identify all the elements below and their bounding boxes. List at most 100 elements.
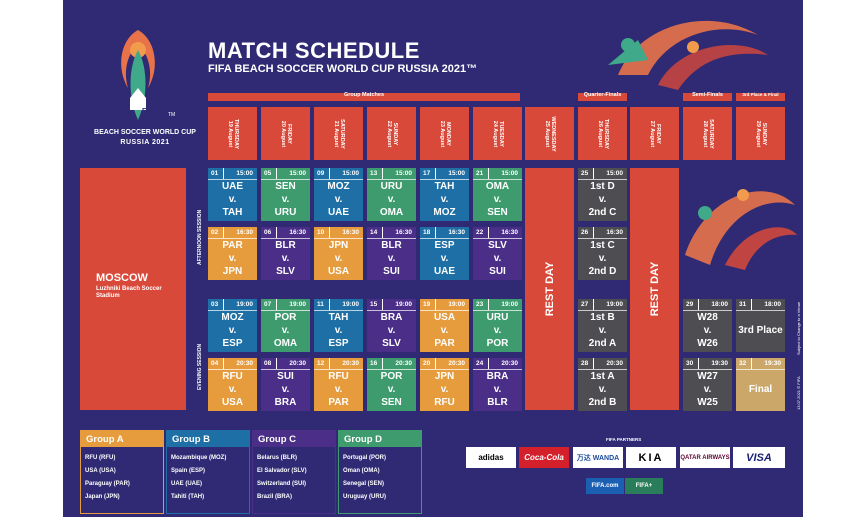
match-number: 24: [476, 360, 484, 367]
day-header-9: FRIDAY 27 August: [630, 107, 679, 160]
match-time: 20:30: [289, 360, 306, 367]
match-header-divider: [435, 358, 436, 369]
match-card-06: 06 16:30 BLR v. SLV: [261, 227, 310, 280]
match-number: 10: [317, 229, 325, 236]
match-time: 20:30: [395, 360, 412, 367]
match-teams: TAH v. MOZ: [420, 180, 469, 221]
match-card-22: 22 16:30 SLV v. SUI: [473, 227, 522, 280]
match-divider: [420, 238, 469, 239]
group-team: Paraguay (PAR): [85, 481, 130, 487]
match-divider: [261, 310, 310, 311]
match-away: URU: [274, 207, 297, 218]
match-header-divider: [751, 358, 752, 369]
match-number: 03: [211, 301, 219, 308]
match-card-24: 24 20:30 BRA v. BLR: [473, 358, 522, 411]
match-home: BRA: [486, 371, 509, 382]
match-divider: [578, 369, 627, 370]
match-card-15: 15 19:00 BRA v. SLV: [367, 299, 416, 352]
match-away: RFU: [434, 397, 455, 408]
match-vs: v.: [387, 325, 396, 336]
match-header-divider: [329, 227, 330, 238]
match-home: SUI: [277, 371, 294, 382]
match-away: MOZ: [433, 207, 456, 218]
match-home: JPN: [434, 371, 455, 382]
sponsor-visa: VISA: [733, 447, 785, 468]
match-vs: v.: [493, 253, 502, 264]
match-time: 16:30: [501, 229, 518, 236]
match-time: 15:00: [448, 170, 465, 177]
match-card-27: 27 19:00 1st B v. 2nd A: [578, 299, 627, 352]
match-teams: ESP v. UAE: [420, 239, 469, 280]
match-card-12: 12 20:30 RFU v. PAR: [314, 358, 363, 411]
match-vs: v.: [281, 194, 290, 205]
match-header: 06 16:30: [261, 227, 310, 238]
match-teams: 1st D v. 2nd C: [578, 180, 627, 221]
match-header-divider: [593, 168, 594, 179]
match-vs: v.: [228, 194, 237, 205]
match-vs: v.: [493, 325, 502, 336]
match-time: 18:00: [764, 301, 781, 308]
match-time: 19:00: [606, 301, 623, 308]
logo-fifa-mark: FIFA: [142, 108, 158, 115]
match-header: 27 19:00: [578, 299, 627, 310]
match-time: 15:00: [395, 170, 412, 177]
match-card-32: 32 19:30 Final: [736, 358, 785, 411]
match-home: 1st C: [590, 240, 615, 251]
match-header: 13 15:00: [367, 168, 416, 179]
match-teams: 1st A v. 2nd B: [578, 370, 627, 411]
match-header: 32 19:30: [736, 358, 785, 369]
match-home: MOZ: [221, 312, 244, 323]
match-header: 24 20:30: [473, 358, 522, 369]
match-home: RFU: [222, 371, 243, 382]
match-teams: RFU v. USA: [208, 370, 257, 411]
match-number: 29: [686, 301, 694, 308]
match-vs: v.: [598, 194, 607, 205]
match-teams: BRA v. BLR: [473, 370, 522, 411]
match-number: 14: [370, 229, 378, 236]
match-number: 01: [211, 170, 219, 177]
match-time: 15:00: [342, 170, 359, 177]
match-header: 17 15:00: [420, 168, 469, 179]
group-team: El Salvador (SLV): [257, 468, 307, 474]
match-home: BLR: [275, 240, 296, 251]
match-time: 20:30: [342, 360, 359, 367]
match-home: PAR: [222, 240, 243, 251]
match-header-divider: [223, 168, 224, 179]
group-body: Belarus (BLR) El Salvador (SLV) Switzerlan…: [253, 447, 335, 513]
match-number: 31: [739, 301, 747, 308]
match-time: 19:00: [289, 301, 306, 308]
match-number: 07: [264, 301, 272, 308]
group-name: Group A: [86, 434, 124, 445]
match-vs: v.: [440, 253, 449, 264]
match-header: 23 19:00: [473, 299, 522, 310]
match-header-divider: [593, 227, 594, 238]
match-card-02: 02 16:30 PAR v. JPN: [208, 227, 257, 280]
match-vs: v.: [387, 384, 396, 395]
match-number: 12: [317, 360, 325, 367]
match-time: 16:30: [289, 229, 306, 236]
match-home: POR: [380, 371, 403, 382]
match-card-20: 20 20:30 JPN v. RFU: [420, 358, 469, 411]
page-title: MATCH SCHEDULE: [208, 38, 420, 63]
schedule-poster: FIFA TM BEACH SOCCER WORLD CUP RUSSIA 20…: [63, 0, 803, 517]
group-card-b: Group B Mozambique (MOZ) Spain (ESP) UAE (U…: [166, 430, 250, 514]
match-home: 1st B: [590, 312, 615, 323]
group-team: Spain (ESP): [171, 468, 206, 474]
match-vs: v.: [334, 325, 343, 336]
match-vs: v.: [703, 384, 712, 395]
group-header: Group B: [167, 431, 249, 447]
day-label: MONDAY 23 August: [438, 120, 451, 147]
match-header: 11 19:00: [314, 299, 363, 310]
day-label: THURSDAY 26 August: [596, 118, 609, 149]
venue-stadium: Luzhniki Beach Soccer Stadium: [96, 286, 162, 299]
match-number: 30: [686, 360, 694, 367]
partners-title: FIFA PARTNERS: [606, 437, 642, 442]
match-away: OMA: [379, 207, 404, 218]
match-home: UAE: [221, 181, 244, 192]
match-vs: v.: [703, 325, 712, 336]
group-team: UAE (UAE): [171, 481, 202, 487]
match-card-29: 29 18:00 W28 v. W26: [683, 299, 732, 352]
match-card-28: 28 20:30 1st A v. 2nd B: [578, 358, 627, 411]
sponsor-wanda: 万达 WANDA: [573, 447, 623, 468]
match-vs: v.: [598, 253, 607, 264]
